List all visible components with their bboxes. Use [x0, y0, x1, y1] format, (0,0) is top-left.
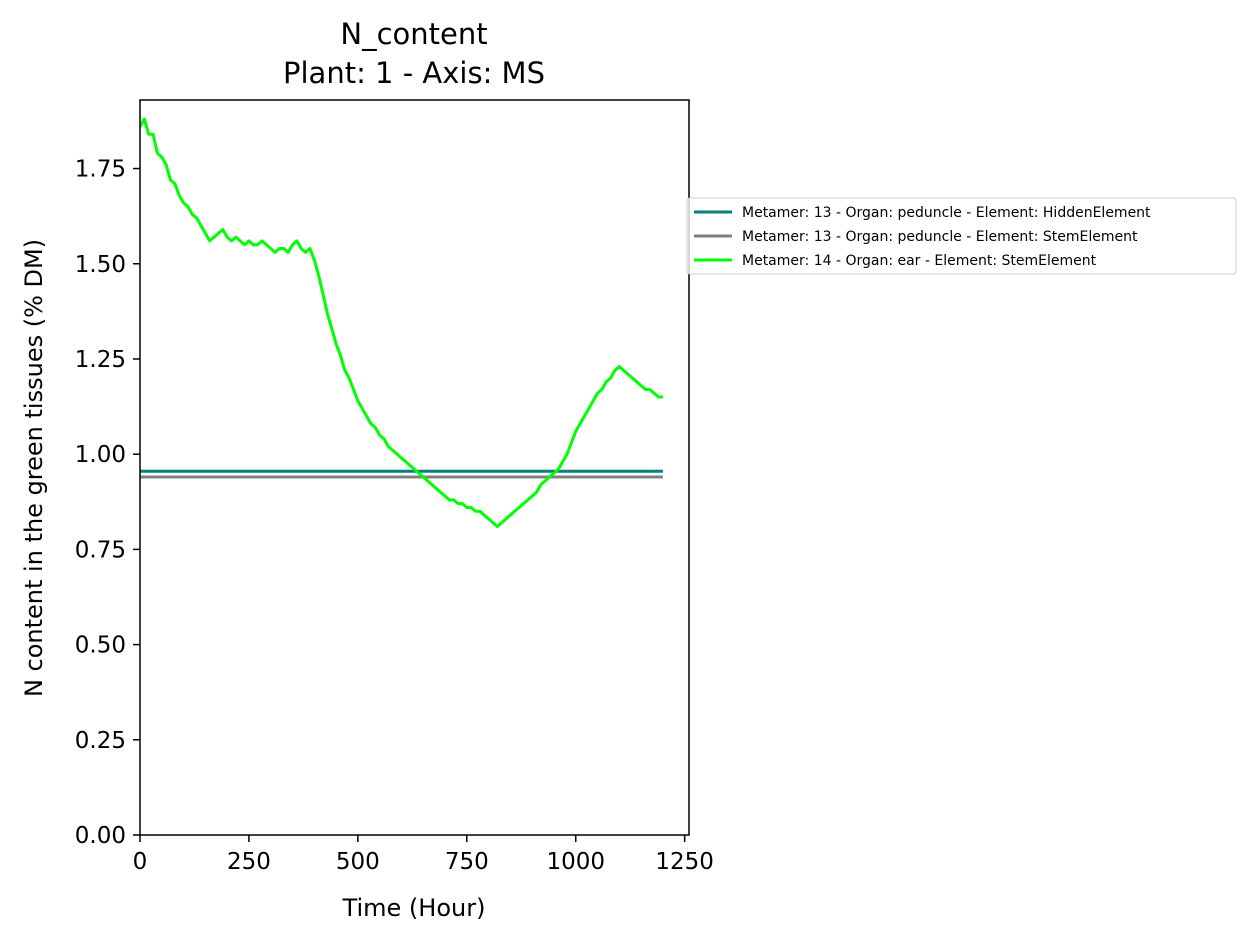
- y-tick-label: 0.00: [75, 823, 126, 849]
- y-tick-label: 0.75: [75, 537, 126, 563]
- plot-frame: [139, 99, 690, 836]
- x-axis-title: Time (Hour): [342, 894, 486, 922]
- x-tick-label: 250: [227, 849, 271, 875]
- x-tick-label: 1250: [655, 849, 714, 875]
- x-tick-label: 750: [445, 849, 489, 875]
- legend-frame: [686, 197, 1237, 275]
- x-tick-label: 0: [133, 849, 148, 875]
- legend: Metamer: 13 - Organ: peduncle - Element:…: [686, 197, 1237, 275]
- y-axis-title: N content in the green tissues (% DM): [20, 239, 48, 697]
- x-tick-label: 1000: [546, 849, 605, 875]
- chart-subtitle: Plant: 1 - Axis: MS: [283, 56, 545, 90]
- legend-label-2: Metamer: 13 - Organ: peduncle - Element:…: [742, 229, 1138, 245]
- y-axis: 0.00 0.25 0.50 0.75 1.00 1.25 1.50 1.75: [75, 157, 140, 849]
- chart-title: N_content: [340, 17, 487, 51]
- y-tick-label: 0.25: [75, 728, 126, 754]
- y-tick-label: 0.50: [75, 633, 126, 659]
- y-tick-label: 1.50: [75, 252, 126, 278]
- y-tick-label: 1.75: [75, 157, 126, 183]
- series-layer: [140, 117, 663, 529]
- y-tick-label: 1.25: [75, 347, 126, 373]
- series-line-3: [140, 117, 663, 529]
- x-axis: 0 250 500 750 1000 1250: [133, 835, 714, 875]
- y-tick-label: 1.00: [75, 442, 126, 468]
- x-tick-label: 500: [336, 849, 380, 875]
- legend-label-3: Metamer: 14 - Organ: ear - Element: Stem…: [742, 253, 1097, 269]
- legend-label-1: Metamer: 13 - Organ: peduncle - Element:…: [742, 205, 1151, 221]
